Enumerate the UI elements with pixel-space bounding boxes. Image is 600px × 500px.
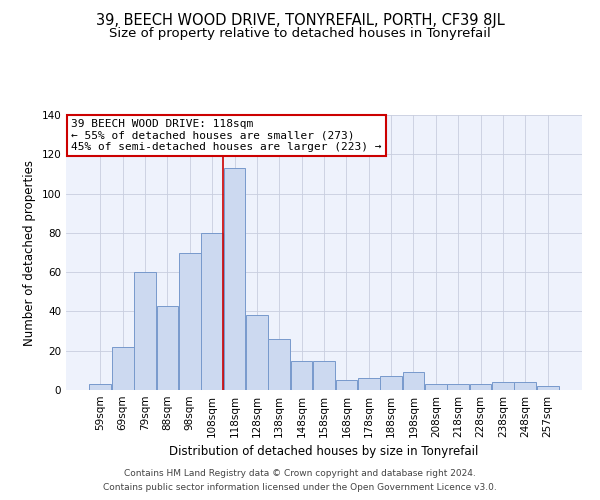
Text: 39, BEECH WOOD DRIVE, TONYREFAIL, PORTH, CF39 8JL: 39, BEECH WOOD DRIVE, TONYREFAIL, PORTH,… (95, 12, 505, 28)
Bar (470, 384, 491, 390)
Bar (202, 233, 223, 390)
Text: Contains HM Land Registry data © Crown copyright and database right 2024.: Contains HM Land Registry data © Crown c… (124, 468, 476, 477)
Bar (335, 380, 357, 390)
Bar (89, 384, 111, 390)
Text: Contains public sector information licensed under the Open Government Licence v3: Contains public sector information licen… (103, 484, 497, 492)
Bar (492, 382, 514, 390)
Text: 39 BEECH WOOD DRIVE: 118sqm
← 55% of detached houses are smaller (273)
45% of se: 39 BEECH WOOD DRIVE: 118sqm ← 55% of det… (71, 119, 382, 152)
Bar (358, 378, 380, 390)
Bar (291, 360, 313, 390)
Bar (403, 372, 424, 390)
Bar (112, 347, 134, 390)
Bar (179, 252, 200, 390)
Y-axis label: Number of detached properties: Number of detached properties (23, 160, 36, 346)
Bar (224, 168, 245, 390)
Bar (246, 316, 268, 390)
Bar (313, 360, 335, 390)
Bar (514, 382, 536, 390)
Text: Size of property relative to detached houses in Tonyrefail: Size of property relative to detached ho… (109, 28, 491, 40)
Bar (134, 272, 156, 390)
Bar (157, 306, 178, 390)
Bar (425, 384, 446, 390)
Bar (268, 339, 290, 390)
X-axis label: Distribution of detached houses by size in Tonyrefail: Distribution of detached houses by size … (169, 446, 479, 458)
Bar (448, 384, 469, 390)
Bar (380, 376, 402, 390)
Bar (537, 386, 559, 390)
